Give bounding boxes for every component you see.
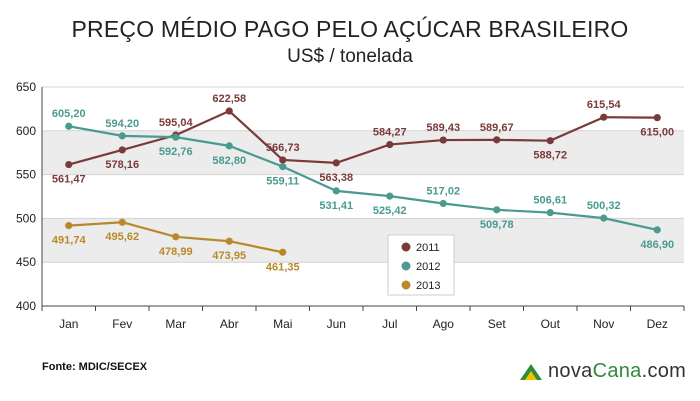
y-tick-label: 650 — [16, 80, 36, 94]
data-point-2013 — [279, 248, 287, 256]
data-point-2012 — [118, 132, 126, 140]
data-point-2012 — [225, 142, 233, 150]
x-tick-label: Set — [488, 317, 507, 331]
chart-subtitle: US$ / tonelada — [287, 46, 413, 67]
data-point-2012 — [493, 206, 501, 214]
novacana-logo: novaCana.com — [520, 360, 686, 383]
chart-title: PREÇO MÉDIO PAGO PELO AÇÚCAR BRASILEIRO — [71, 16, 629, 42]
x-tick-label: Mar — [165, 317, 186, 331]
data-label-2012: 594,20 — [105, 118, 139, 130]
data-point-2013 — [225, 237, 233, 245]
data-label-2011: 622,58 — [212, 93, 246, 105]
data-point-2011 — [493, 136, 501, 144]
x-tick-label: Jan — [59, 317, 78, 331]
data-label-2011: 615,54 — [587, 99, 622, 111]
data-point-2011 — [225, 107, 233, 115]
data-point-2013 — [172, 233, 180, 241]
data-label-2011: 563,38 — [319, 172, 353, 184]
data-point-2012 — [279, 163, 287, 171]
legend-marker-2013 — [401, 280, 411, 290]
x-tick-label: Ago — [433, 317, 455, 331]
data-label-2012: 559,11 — [266, 176, 299, 188]
data-label-2013: 478,99 — [159, 246, 193, 258]
data-point-2011 — [653, 114, 661, 122]
data-point-2012 — [332, 187, 340, 195]
data-label-2011: 588,72 — [533, 150, 567, 162]
data-label-2012: 531,41 — [319, 200, 353, 212]
data-point-2011 — [600, 113, 608, 121]
data-label-2012: 500,32 — [587, 200, 621, 212]
data-label-2012: 509,78 — [480, 219, 514, 231]
y-tick-label: 600 — [16, 124, 36, 138]
data-point-2011 — [65, 160, 73, 169]
data-label-2013: 491,74 — [52, 235, 87, 247]
legend-marker-2012 — [401, 261, 411, 271]
source-note: Fonte: MDIC/SECEX — [42, 361, 148, 373]
data-label-2013: 473,95 — [212, 250, 246, 262]
data-point-2013 — [118, 218, 126, 226]
x-tick-label: Out — [541, 317, 561, 331]
data-point-2011 — [546, 137, 554, 145]
grid-band — [42, 218, 684, 263]
data-point-2012 — [546, 209, 554, 217]
data-label-2011: 589,43 — [426, 122, 460, 134]
novacana-logo-icon — [520, 363, 542, 380]
data-point-2011 — [439, 136, 447, 144]
legend-label-2013: 2013 — [416, 280, 440, 292]
data-point-2012 — [65, 122, 73, 130]
y-tick-label: 550 — [16, 168, 36, 182]
y-tick-label: 400 — [16, 299, 36, 313]
data-point-2011 — [279, 156, 287, 164]
data-point-2012 — [439, 199, 447, 208]
data-label-2012: 517,02 — [426, 185, 460, 197]
data-label-2011: 578,16 — [105, 159, 139, 171]
x-tick-label: Jun — [327, 317, 346, 331]
y-tick-label: 500 — [16, 211, 36, 225]
grid-band — [42, 262, 684, 306]
x-tick-label: Jul — [382, 317, 397, 331]
data-point-2012 — [386, 192, 394, 200]
data-label-2013: 495,62 — [105, 231, 139, 243]
data-label-2011: 595,04 — [159, 117, 194, 129]
grid-band — [42, 174, 684, 219]
data-point-2011 — [118, 146, 126, 154]
data-label-2011: 566,73 — [266, 142, 300, 154]
data-point-2011 — [386, 140, 394, 149]
legend-label-2011: 2011 — [416, 242, 440, 254]
y-tick-label: 450 — [16, 255, 36, 269]
series-line-2012 — [68, 125, 658, 231]
data-point-2013 — [65, 222, 73, 230]
x-tick-label: Nov — [593, 317, 614, 331]
data-label-2012: 525,42 — [373, 205, 407, 217]
x-tick-label: Fev — [112, 317, 132, 331]
data-label-2011: 589,67 — [480, 122, 514, 134]
data-label-2013: 461,35 — [266, 261, 300, 273]
grid-band — [42, 87, 684, 131]
logo-text: novaCana.com — [548, 360, 687, 382]
data-point-2012 — [653, 226, 661, 234]
data-label-2012: 605,20 — [52, 108, 86, 120]
data-label-2012: 592,76 — [159, 146, 193, 158]
x-tick-label: Abr — [220, 317, 239, 331]
data-point-2012 — [172, 133, 180, 141]
data-label-2011: 584,27 — [373, 127, 407, 139]
legend-label-2012: 2012 — [416, 261, 440, 273]
data-point-2012 — [600, 214, 608, 222]
data-label-2012: 506,61 — [533, 195, 567, 207]
legend-box — [387, 234, 455, 296]
legend-marker-2011 — [401, 242, 411, 252]
data-label-2011: 615,00 — [640, 127, 674, 139]
data-point-2011 — [332, 159, 340, 167]
data-label-2011: 561,47 — [52, 174, 86, 186]
data-label-2012: 582,80 — [212, 155, 246, 167]
x-tick-label: Mai — [273, 317, 292, 331]
data-label-2012: 486,90 — [640, 239, 674, 251]
x-tick-label: Dez — [647, 317, 668, 331]
